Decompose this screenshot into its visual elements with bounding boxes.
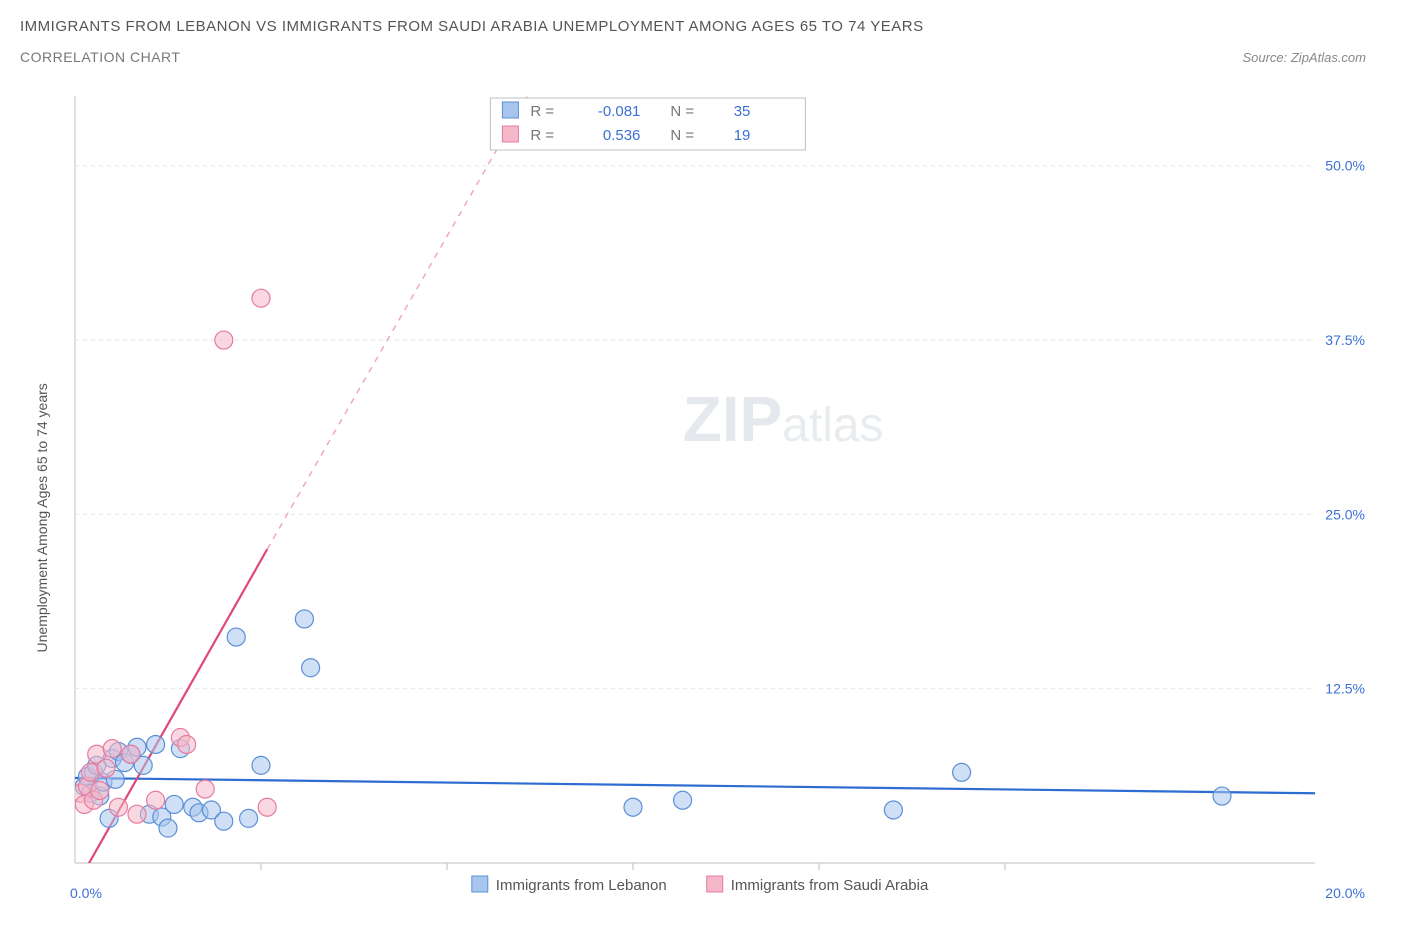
scatter-point <box>178 735 196 753</box>
scatter-point <box>165 795 183 813</box>
scatter-point <box>227 628 245 646</box>
scatter-point <box>103 740 121 758</box>
legend-series-label: Immigrants from Lebanon <box>496 877 667 894</box>
scatter-point <box>624 798 642 816</box>
scatter-point <box>302 659 320 677</box>
x-tick-label: 20.0% <box>1325 885 1365 901</box>
legend-r-label: R = <box>530 127 554 144</box>
page-title: IMMIGRANTS FROM LEBANON VS IMMIGRANTS FR… <box>20 18 1386 35</box>
scatter-point <box>97 759 115 777</box>
scatter-point <box>258 798 276 816</box>
scatter-point <box>128 805 146 823</box>
scatter-point <box>240 809 258 827</box>
scatter-point <box>1213 787 1231 805</box>
legend-swatch <box>707 876 723 892</box>
scatter-point <box>215 812 233 830</box>
scatter-point <box>252 289 270 307</box>
legend-series-label: Immigrants from Saudi Arabia <box>731 877 929 894</box>
legend-r-value: -0.081 <box>598 103 641 120</box>
legend-swatch <box>502 102 518 118</box>
scatter-point <box>109 798 127 816</box>
legend-swatch <box>472 876 488 892</box>
legend-n-label: N = <box>670 103 694 120</box>
legend-r-label: R = <box>530 103 554 120</box>
source-attribution: Source: ZipAtlas.com <box>1242 50 1386 65</box>
page-subtitle: CORRELATION CHART <box>20 49 180 65</box>
scatter-point <box>953 763 971 781</box>
scatter-point <box>295 610 313 628</box>
trend-line-lebanon <box>75 778 1315 793</box>
scatter-point <box>122 745 140 763</box>
scatter-point <box>91 781 109 799</box>
y-tick-label: 50.0% <box>1325 158 1365 174</box>
y-tick-label: 25.0% <box>1325 506 1365 522</box>
legend-n-value: 35 <box>734 103 751 120</box>
legend-swatch <box>502 126 518 142</box>
y-tick-label: 37.5% <box>1325 332 1365 348</box>
legend-r-value: 0.536 <box>603 127 641 144</box>
y-axis-label: Unemployment Among Ages 65 to 74 years <box>34 383 50 652</box>
scatter-point <box>884 801 902 819</box>
correlation-chart: 12.5% 25.0% 37.5% 50.0% ZIPatlas Unemployment… <box>20 88 1386 910</box>
scatter-point <box>147 735 165 753</box>
scatter-point <box>674 791 692 809</box>
legend-n-label: N = <box>670 127 694 144</box>
scatter-point <box>196 780 214 798</box>
scatter-point <box>147 791 165 809</box>
watermark: ZIPatlas <box>683 383 884 455</box>
y-tick-label: 12.5% <box>1325 681 1365 697</box>
trend-line-saudi-extrapolation <box>267 96 527 549</box>
legend-n-value: 19 <box>734 127 751 144</box>
scatter-point <box>252 756 270 774</box>
scatter-point <box>215 331 233 349</box>
x-tick-label: 0.0% <box>70 885 102 901</box>
scatter-point <box>159 819 177 837</box>
